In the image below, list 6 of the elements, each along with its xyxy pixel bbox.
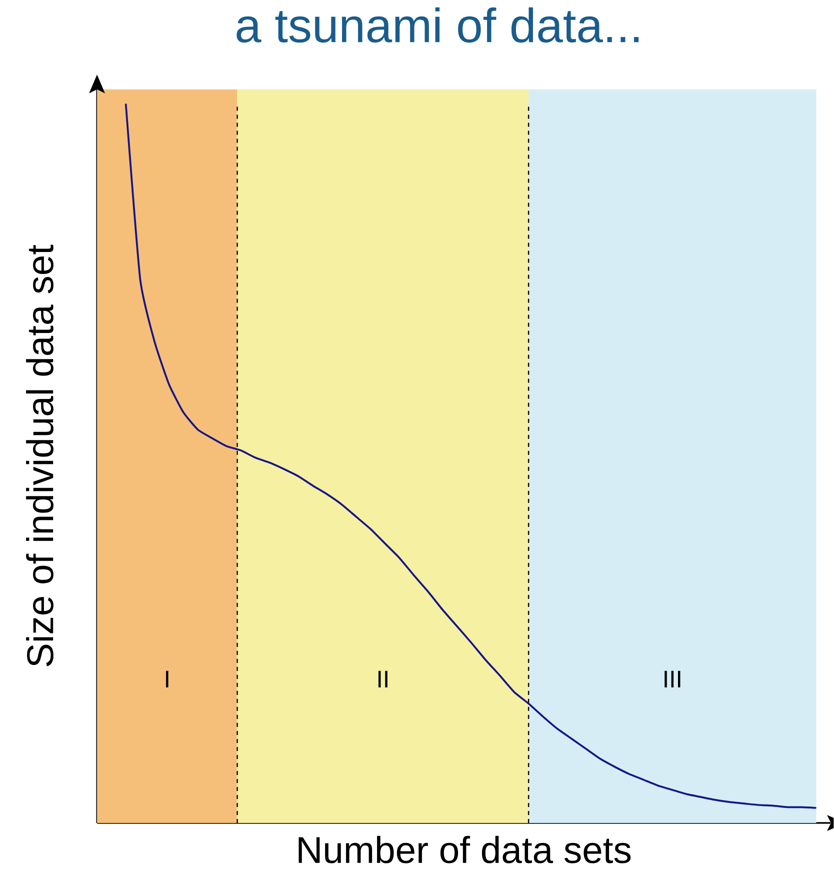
y-axis-title: Size of individual data set — [26, 244, 54, 666]
x-axis-title: Number of data sets — [298, 836, 631, 864]
annotation: II — [378, 670, 388, 688]
annotation: I — [166, 670, 168, 688]
chart-title: a tsunami of data... — [236, 7, 639, 43]
annotation: III — [664, 670, 680, 688]
